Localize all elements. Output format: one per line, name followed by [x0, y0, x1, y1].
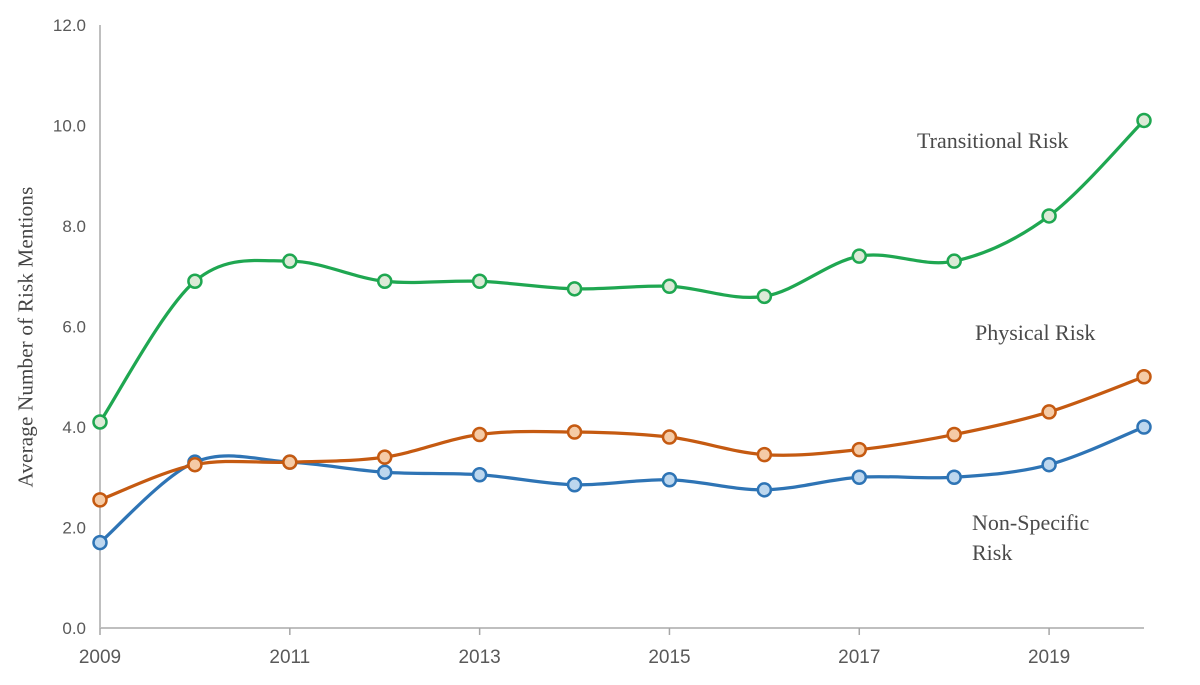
data-point-marker-transitional-risk [946, 253, 962, 269]
tick-labels-layer: 0.0 2.0 4.0 6.0 8.0 10.0 12.0 2009 2011 2013 2015 2… [53, 16, 1070, 668]
data-point-marker-transitional-risk [1136, 112, 1152, 129]
data-point-marker-non-specific-risk [1041, 456, 1057, 473]
y-axis-tick-label: 12.0 [53, 16, 86, 35]
y-axis-tick-label: 0.0 [62, 619, 86, 638]
data-point-marker-non-specific-risk [1136, 419, 1152, 435]
data-point-marker-transitional-risk [566, 281, 583, 297]
data-point-marker-non-specific-risk [471, 466, 488, 483]
data-point-marker-physical-risk [471, 426, 488, 443]
x-axis-tick-label: 2009 [79, 647, 121, 668]
y-axis-tick-label: 6.0 [62, 317, 86, 336]
series-line-non-specific-risk [98, 425, 1146, 545]
axes-layer [99, 25, 1144, 635]
data-point-marker-transitional-risk [1041, 208, 1057, 224]
data-point-marker-non-specific-risk [566, 477, 583, 493]
series-physical-risk [92, 369, 1152, 508]
data-point-marker-non-specific-risk [661, 472, 678, 488]
series-transitional-risk [92, 112, 1152, 430]
series-line-transitional-risk [98, 118, 1146, 424]
data-point-marker-non-specific-risk [756, 482, 773, 498]
data-point-marker-physical-risk [1041, 404, 1057, 420]
data-point-marker-transitional-risk [187, 273, 203, 290]
data-point-marker-non-specific-risk [92, 534, 108, 551]
data-point-marker-transitional-risk [851, 248, 868, 264]
y-axis-tick-label: 10.0 [53, 116, 86, 135]
data-point-marker-transitional-risk [756, 288, 773, 305]
series-label-transitional-risk: Transitional Risk [917, 128, 1069, 153]
x-axis-tick-label: 2013 [458, 647, 500, 668]
x-axis-tick-label: 2019 [1028, 647, 1070, 668]
y-axis-tick-label: 4.0 [62, 418, 86, 437]
data-point-marker-physical-risk [92, 492, 108, 508]
data-point-marker-physical-risk [756, 446, 773, 463]
data-point-marker-physical-risk [187, 456, 203, 473]
data-point-marker-non-specific-risk [851, 469, 868, 485]
y-axis-tick-label: 8.0 [62, 217, 86, 236]
series-label-physical-risk: Physical Risk [975, 320, 1096, 345]
series-line-physical-risk [98, 375, 1146, 502]
data-point-marker-physical-risk [282, 454, 298, 470]
data-point-marker-transitional-risk [471, 273, 488, 290]
data-point-marker-non-specific-risk [376, 464, 393, 480]
data-point-marker-physical-risk [946, 426, 962, 443]
series-label-non-specific-risk: Non-Specific Risk [972, 508, 1089, 568]
y-axis-tick-label: 2.0 [62, 518, 86, 537]
data-point-marker-transitional-risk [376, 273, 393, 290]
series-layer [92, 112, 1152, 551]
data-point-marker-physical-risk [1136, 369, 1152, 385]
data-point-marker-transitional-risk [92, 414, 108, 430]
data-point-marker-transitional-risk [661, 278, 678, 295]
series-label-non-specific-risk-line1: Non-Specific [972, 510, 1090, 535]
data-point-marker-physical-risk [376, 449, 393, 465]
series-label-non-specific-risk-line2: Risk [972, 540, 1013, 565]
data-point-marker-non-specific-risk [946, 469, 962, 485]
data-point-marker-physical-risk [566, 424, 583, 440]
y-axis-title: Average Number of Risk Mentions [13, 186, 38, 488]
data-point-marker-physical-risk [661, 429, 678, 445]
data-point-marker-physical-risk [851, 441, 868, 458]
x-axis-tick-label: 2011 [269, 647, 310, 668]
x-axis-tick-label: 2015 [648, 647, 690, 668]
data-point-marker-transitional-risk [282, 253, 298, 269]
x-axis-tick-label: 2017 [838, 647, 880, 668]
